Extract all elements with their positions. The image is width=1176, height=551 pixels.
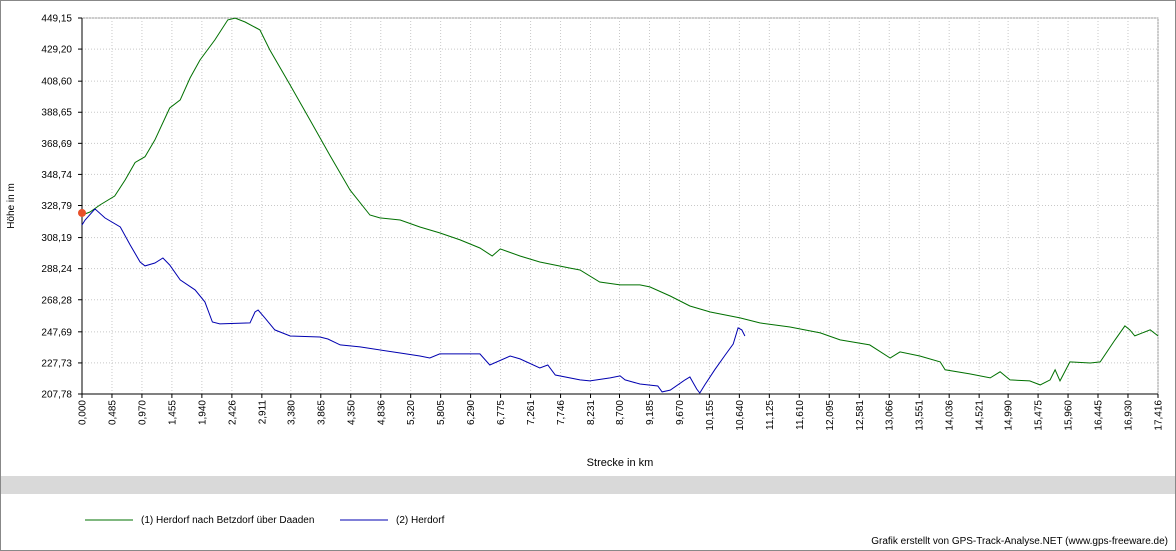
- x-tick-label: 12,095: [825, 400, 836, 431]
- legend-label: (2) Herdorf: [396, 515, 445, 526]
- series-line: [81, 208, 746, 394]
- x-tick-label: 0,000: [78, 400, 89, 425]
- x-tick-label: 2,426: [227, 400, 238, 425]
- x-tick-label: 13,066: [885, 400, 896, 431]
- plot-area: [81, 17, 1159, 395]
- legend-label: (1) Herdorf nach Betzdorf über Daaden: [141, 515, 314, 526]
- y-tick-label: 408,60: [41, 77, 72, 88]
- footer: Grafik erstellt von GPS-Track-Analyse.NE…: [871, 536, 1168, 547]
- y-tick-label: 308,19: [41, 233, 72, 244]
- y-axis-label: Höhe in m: [6, 183, 17, 229]
- x-tick-label: 15,475: [1034, 400, 1045, 431]
- y-tick-label: 288,24: [41, 264, 72, 275]
- x-tick-label: 4,836: [376, 400, 387, 425]
- x-tick-label: 14,990: [1004, 400, 1015, 431]
- x-tick-label: 7,746: [556, 400, 567, 425]
- x-tick-label: 14,036: [945, 400, 956, 431]
- x-tick-label: 6,290: [466, 400, 477, 425]
- x-tick-label: 9,185: [645, 400, 656, 425]
- x-tick-label: 1,940: [197, 400, 208, 425]
- x-tick-label: 16,445: [1094, 400, 1105, 431]
- x-tick-label: 15,960: [1064, 400, 1075, 431]
- y-tick-label: 449,15: [41, 14, 72, 25]
- x-tick-label: 6,775: [496, 400, 507, 425]
- x-tick-label: 1,455: [167, 400, 178, 425]
- y-tick-label: 429,20: [41, 45, 72, 56]
- x-tick-label: 10,640: [735, 400, 746, 431]
- x-tick-label: 13,551: [915, 400, 926, 431]
- x-tick-label: 0,970: [137, 400, 148, 425]
- y-tick-label: 388,65: [41, 108, 72, 119]
- y-tick-label: 328,79: [41, 201, 72, 212]
- position-marker: [78, 208, 86, 217]
- y-tick-label: 348,74: [41, 170, 72, 181]
- band: [1, 476, 1175, 494]
- x-tick-label: 10,155: [705, 400, 716, 431]
- x-tick-label: 7,261: [526, 400, 537, 425]
- y-tick-label: 268,28: [41, 295, 72, 306]
- x-tick-label: 12,581: [855, 400, 866, 431]
- x-tick-label: 8,700: [615, 400, 626, 425]
- x-axis-label: Strecke in km: [587, 457, 654, 469]
- x-tick-label: 16,930: [1123, 400, 1134, 431]
- y-tick-label: 227,73: [41, 358, 72, 369]
- x-tick-label: 17,416: [1154, 400, 1165, 431]
- x-tick-label: 11,610: [795, 400, 806, 430]
- x-tick-label: 9,670: [675, 400, 686, 425]
- x-tick-label: 2,911: [257, 400, 268, 425]
- y-tick-label: 247,69: [41, 327, 72, 338]
- x-tick-label: 3,380: [286, 400, 297, 425]
- x-tick-label: 5,320: [406, 400, 417, 425]
- x-tick-label: 8,231: [586, 400, 597, 425]
- x-tick-label: 0,485: [107, 400, 118, 425]
- x-tick-label: 4,350: [346, 400, 357, 425]
- x-tick-label: 14,521: [975, 400, 986, 431]
- x-tick-label: 11,125: [765, 400, 776, 430]
- x-tick-label: 5,805: [436, 400, 447, 425]
- x-tick-label: 3,865: [316, 400, 327, 425]
- series-line: [81, 17, 1159, 386]
- y-tick-label: 207,78: [41, 390, 72, 401]
- y-tick-label: 368,69: [41, 139, 72, 150]
